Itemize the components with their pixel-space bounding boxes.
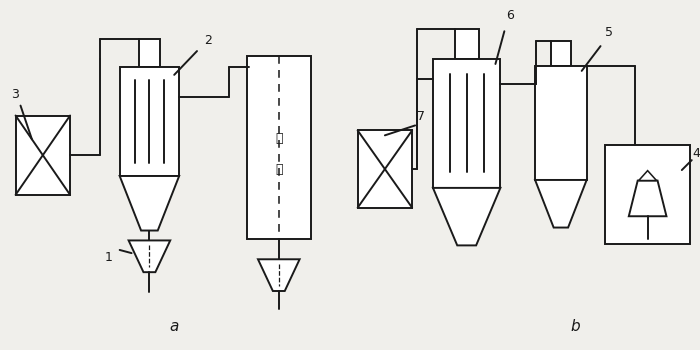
Polygon shape [638, 171, 657, 181]
Bar [551, 41, 570, 66]
Bar [606, 145, 690, 244]
Text: b: b [571, 318, 580, 334]
Text: 4: 4 [693, 147, 700, 160]
Bar [358, 131, 412, 208]
Bar [433, 59, 500, 188]
Bar [535, 66, 587, 180]
Text: 2: 2 [204, 34, 212, 47]
Polygon shape [535, 180, 587, 228]
Polygon shape [258, 259, 300, 291]
Text: 5: 5 [606, 26, 613, 39]
Bar [15, 116, 70, 195]
Text: 6: 6 [506, 9, 514, 22]
Text: 颚: 颚 [275, 132, 283, 145]
Bar [455, 29, 479, 59]
Bar [139, 39, 160, 67]
Polygon shape [433, 188, 500, 245]
Polygon shape [129, 240, 170, 272]
Polygon shape [629, 181, 666, 216]
Text: 3: 3 [10, 88, 18, 101]
Text: 1: 1 [105, 251, 113, 264]
Text: 破: 破 [275, 163, 283, 176]
Polygon shape [120, 176, 179, 231]
Bar [120, 67, 179, 176]
Text: a: a [169, 318, 179, 334]
Bar [246, 56, 311, 239]
Text: 7: 7 [417, 111, 425, 124]
